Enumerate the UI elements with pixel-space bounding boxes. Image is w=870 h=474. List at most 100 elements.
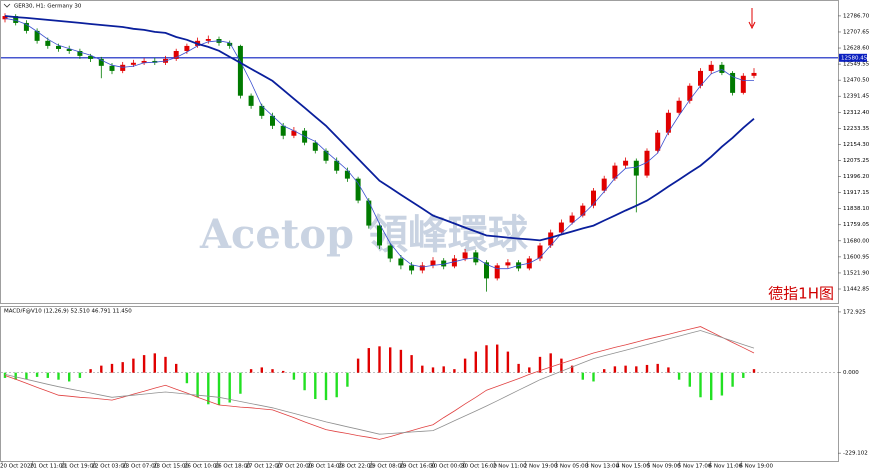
histogram-bar <box>57 372 60 380</box>
histogram-bar <box>442 366 445 373</box>
candle-body <box>537 245 543 259</box>
candle-body <box>130 62 136 65</box>
macd-line <box>4 330 755 435</box>
candle-body <box>687 85 693 101</box>
candle-body <box>334 160 340 171</box>
histogram-bar <box>271 369 274 373</box>
candle-body <box>708 64 714 71</box>
symbol-icon <box>3 3 11 8</box>
x-tick-label: 3 Nov 13:00 <box>585 464 619 470</box>
candle-body <box>751 72 757 76</box>
histogram-bar <box>506 351 510 373</box>
x-tick-label: 3 Nov 05:00 <box>555 464 589 470</box>
candle-body <box>633 160 639 176</box>
x-tick-label: 5 Nov 17:00 <box>678 464 712 470</box>
y-tick-label: 11917.15 <box>843 190 870 196</box>
candle-body <box>98 58 104 66</box>
histogram-bar <box>175 363 178 373</box>
watermark: Acetop 領峰環球 <box>199 211 529 258</box>
histogram-bar <box>282 370 285 373</box>
candle-body <box>398 258 404 266</box>
candle-body <box>430 260 436 266</box>
candle-body <box>141 60 147 63</box>
candle-body <box>227 42 233 46</box>
histogram-bar <box>624 365 627 373</box>
candle-body <box>580 205 586 216</box>
macd-title: MACD/F@V10 (12,26,9) 52.510 46.791 11.45… <box>4 309 132 315</box>
candle-body <box>462 252 468 259</box>
candle-body <box>13 16 19 23</box>
candle-body <box>173 50 179 59</box>
histogram-bar <box>677 372 681 380</box>
candle-body <box>259 105 265 116</box>
histogram-bar <box>635 366 638 373</box>
histogram-bar <box>89 369 92 373</box>
x-tick-label: 29 Oct 08:00 <box>369 464 405 470</box>
candle-body <box>451 258 457 267</box>
histogram-bar <box>260 367 263 373</box>
y-tick-label: 12075.25 <box>843 158 870 164</box>
histogram-bar <box>581 372 584 380</box>
x-tick-label: 29 Oct 16:00 <box>399 464 435 470</box>
histogram-bar <box>463 358 467 373</box>
histogram-bar <box>196 372 199 398</box>
histogram-bar <box>153 353 156 373</box>
candle-body <box>505 262 511 266</box>
histogram-bar <box>538 356 542 373</box>
y-tick-label: 11680.00 <box>843 238 870 244</box>
candle-body <box>120 64 126 71</box>
histogram-bar <box>164 356 167 373</box>
histogram-bar <box>303 372 306 391</box>
candle-body <box>23 22 29 31</box>
y-tick-label: 11996.20 <box>843 174 870 180</box>
candle-body <box>88 55 94 59</box>
x-tick-label: 4 Nov 15:00 <box>616 464 650 470</box>
y-tick-label: 11442.85 <box>843 287 870 293</box>
histogram-bar <box>731 372 734 387</box>
candle-body <box>548 232 554 246</box>
y-tick-label: 11759.05 <box>843 222 870 228</box>
candle-body <box>2 16 8 20</box>
candle-body <box>270 115 275 126</box>
histogram-bar <box>292 372 296 380</box>
x-tick-label: 6 Nov 19:00 <box>739 464 773 470</box>
histogram-bar <box>645 364 649 373</box>
x-tick-label: 30 Oct 16:00 <box>461 464 497 470</box>
histogram-bar <box>335 372 338 398</box>
histogram-bar <box>100 365 103 373</box>
y-tick-label: 12549.55 <box>843 62 870 68</box>
candle-body <box>248 95 254 106</box>
x-tick-label: 26 Oct 18:00 <box>215 464 251 470</box>
histogram-bar <box>603 369 606 373</box>
moving-average <box>4 17 754 270</box>
candle-body <box>291 130 297 136</box>
candle-body <box>280 125 286 136</box>
candle-body <box>569 215 575 223</box>
histogram-bar <box>528 367 531 373</box>
histogram-bar <box>110 363 114 373</box>
histogram-bar <box>239 372 242 394</box>
histogram-bar <box>25 372 28 379</box>
candle-body <box>441 260 447 267</box>
y-tick-label: 12707.65 <box>843 29 870 35</box>
candle-body <box>205 39 211 41</box>
histogram-bar <box>314 372 317 400</box>
x-tick-label: 2 Nov 11:00 <box>493 464 527 470</box>
x-tick-label: 23 Oct 07:00 <box>122 464 158 470</box>
histogram-bar <box>517 363 520 373</box>
candle-body <box>409 265 415 271</box>
y-tick-label: 12628.60 <box>843 46 870 52</box>
histogram-bar <box>389 347 392 373</box>
histogram-bar <box>688 372 691 387</box>
y-tick-label: 12154.30 <box>843 142 870 148</box>
histogram-bar <box>399 349 403 373</box>
x-tick-label: 28 Oct 22:00 <box>338 464 374 470</box>
y-tick-label: 0.000 <box>843 370 859 376</box>
y-tick-label: 11521.90 <box>843 270 870 276</box>
candle-body <box>419 265 425 271</box>
candle-body <box>56 45 61 49</box>
histogram-bar <box>742 372 745 378</box>
x-tick-label: 30 Oct 00:00 <box>430 464 466 470</box>
candle-body <box>558 222 564 233</box>
arrow-marker <box>748 8 756 30</box>
